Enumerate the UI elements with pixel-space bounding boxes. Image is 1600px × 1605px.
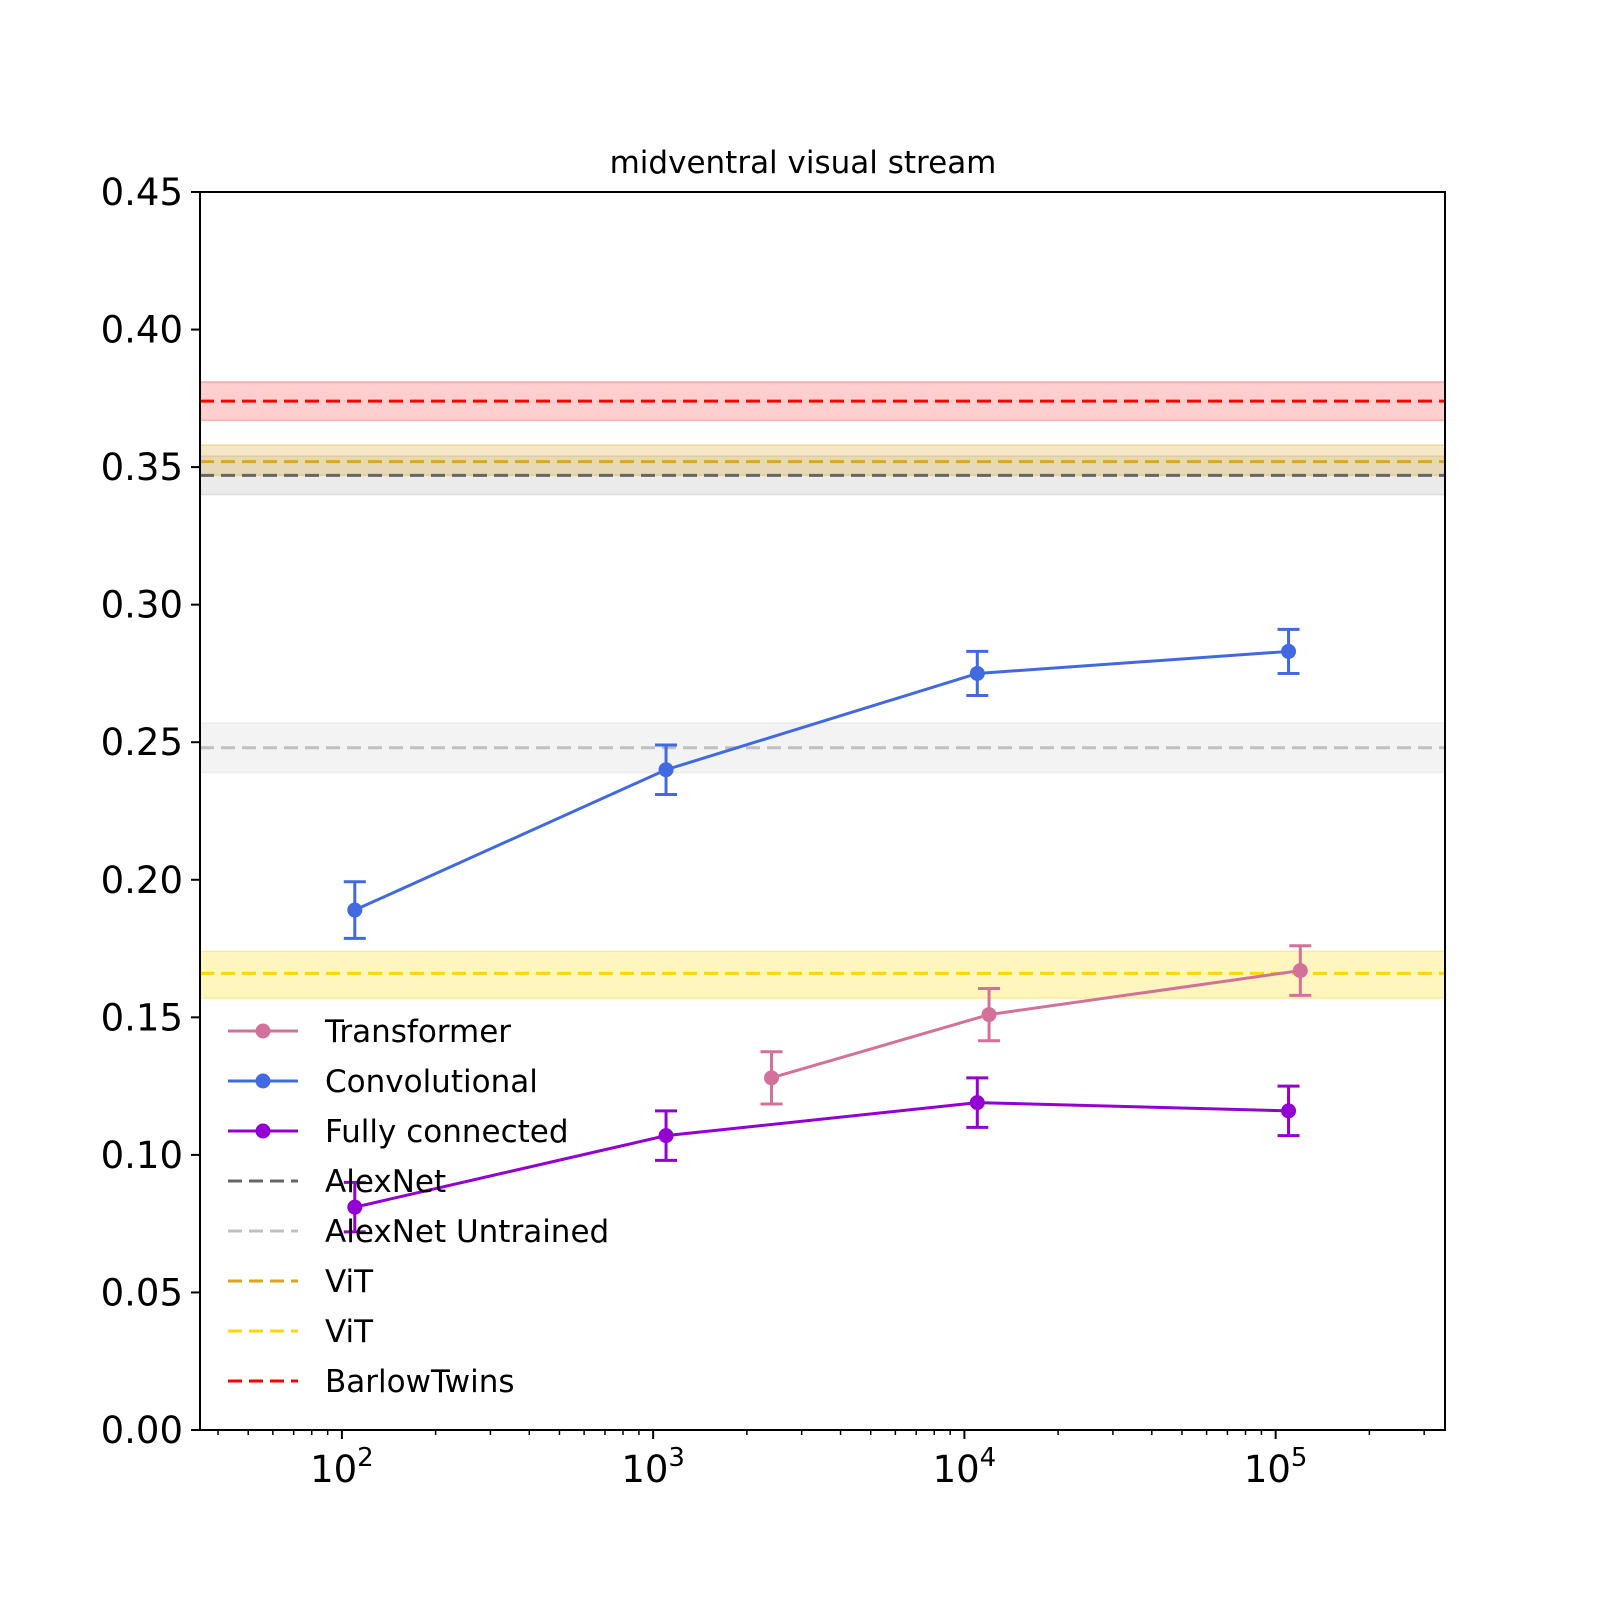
legend-label: Fully connected — [325, 1114, 569, 1150]
point-fully-connected-0 — [347, 1199, 363, 1215]
x-tick-base: 10 — [933, 1448, 980, 1491]
y-tick-label: 0.15 — [101, 996, 183, 1039]
reference-lines — [200, 399, 1445, 975]
point-convolutional-0 — [347, 902, 363, 918]
point-convolutional-1 — [658, 762, 674, 778]
x-tick-exponent: 3 — [668, 1443, 685, 1473]
legend-swatch-marker — [255, 1073, 271, 1089]
legend-label: ViT — [325, 1314, 374, 1350]
legend-label: AlexNet — [325, 1164, 446, 1200]
legend-label: Convolutional — [325, 1064, 538, 1100]
x-tick-exponent: 2 — [357, 1443, 374, 1473]
x-tick-label: 104 — [933, 1443, 997, 1491]
point-fully-connected-1 — [658, 1128, 674, 1144]
x-tick-label: 105 — [1244, 1443, 1308, 1491]
point-transformer-2 — [1292, 963, 1308, 979]
legend-label: BarlowTwins — [325, 1364, 515, 1400]
y-tick-label: 0.20 — [101, 859, 183, 902]
x-tick-base: 10 — [621, 1448, 668, 1491]
x-tick-label: 102 — [310, 1443, 374, 1491]
point-convolutional-3 — [1281, 643, 1297, 659]
legend: Transformer Convolutional Fully connected A… — [228, 1014, 609, 1400]
point-transformer-0 — [763, 1070, 779, 1086]
x-tick-exponent: 5 — [1291, 1443, 1308, 1473]
point-fully-connected-3 — [1281, 1103, 1297, 1119]
x-tick-base: 10 — [1244, 1448, 1291, 1491]
point-transformer-1 — [981, 1007, 997, 1023]
series-line-convolutional — [354, 649, 1289, 912]
legend-label: Transformer — [324, 1014, 511, 1050]
axes: 0.00 0.05 0.10 0.15 0.20 0.25 0.30 0.35 0.40 0.45… — [101, 171, 1446, 1491]
series-line-fully-connected — [354, 1101, 1289, 1209]
y-tick-label: 0.30 — [101, 584, 183, 627]
y-tick-label: 0.00 — [101, 1409, 183, 1452]
legend-label: AlexNet Untrained — [325, 1214, 609, 1250]
y-tick-label: 0.40 — [101, 309, 183, 352]
y-tick-label: 0.25 — [101, 721, 183, 764]
plot-frame — [199, 191, 1446, 1431]
series-group — [343, 627, 1312, 1234]
legend-label: ViT — [325, 1264, 374, 1300]
y-tick-label: 0.10 — [101, 1134, 183, 1177]
point-fully-connected-2 — [969, 1095, 985, 1111]
chart-title: midventral visual stream — [610, 145, 997, 181]
y-tick-label: 0.45 — [101, 171, 183, 214]
x-tick-base: 10 — [310, 1448, 357, 1491]
legend-swatch-marker — [255, 1123, 271, 1139]
y-tick-label: 0.35 — [101, 446, 183, 489]
x-tick-label: 103 — [621, 1443, 685, 1491]
legend-swatch-marker — [255, 1023, 271, 1039]
point-convolutional-2 — [969, 665, 985, 681]
y-tick-label: 0.05 — [101, 1271, 183, 1314]
x-tick-exponent: 4 — [980, 1443, 997, 1473]
